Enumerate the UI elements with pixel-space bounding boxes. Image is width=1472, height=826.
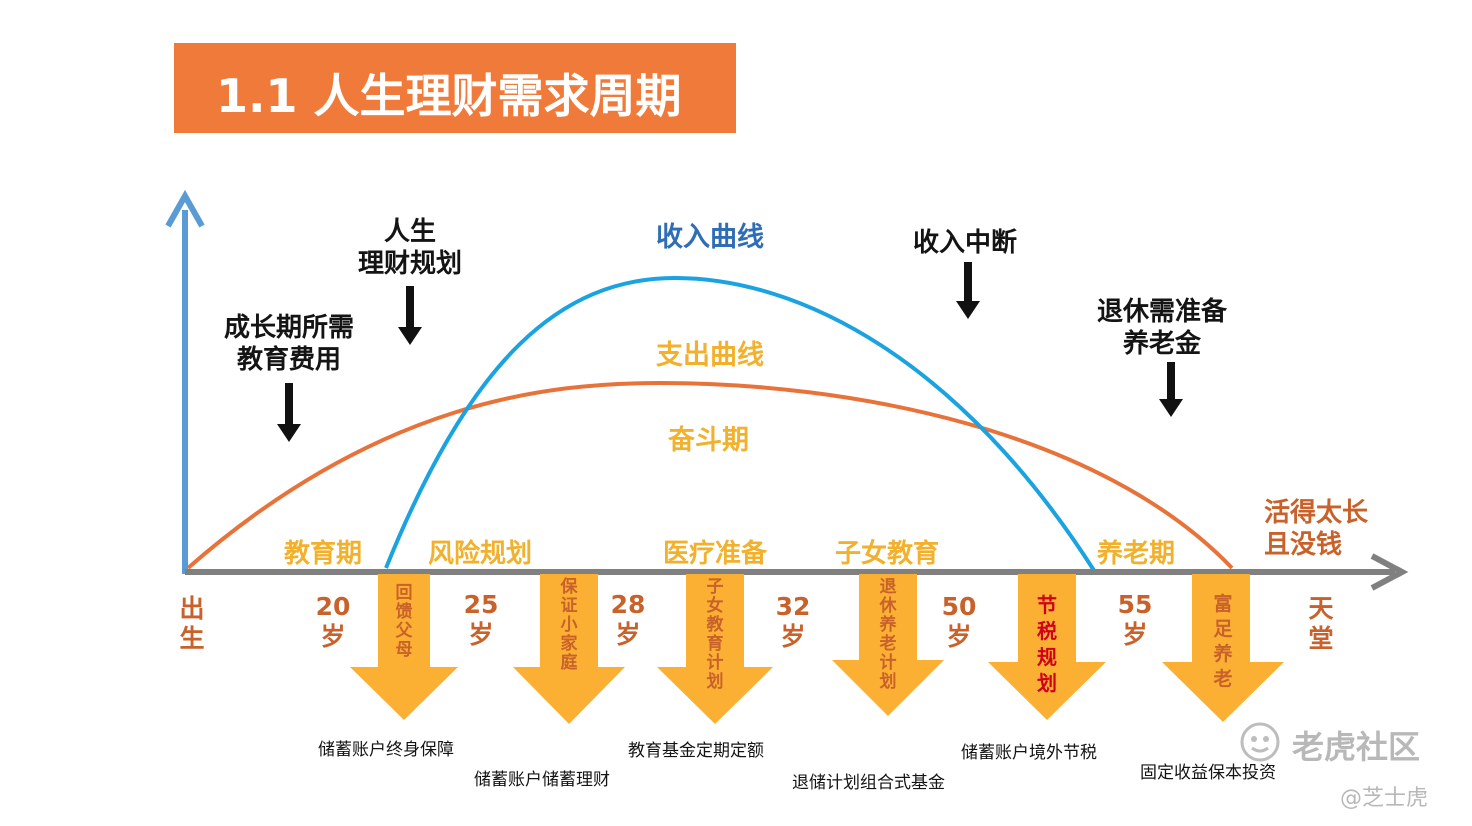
arrow-text-protect-family: 保证小家庭	[560, 577, 578, 673]
income-curve	[384, 275, 1097, 574]
watermark-handle: @芝士虎	[1340, 786, 1429, 811]
title-banner	[174, 43, 736, 133]
arrow-text-child-education: 子女教育计划	[706, 577, 724, 692]
arrow-text-repay-parents: 回馈父母	[395, 583, 413, 660]
phase-label: 子女教育	[835, 539, 940, 569]
age-label-55: 55 岁	[1117, 590, 1153, 649]
age-label-32: 32 岁	[775, 592, 811, 651]
arrow-caption: 储蓄账户终身保障	[318, 740, 454, 760]
y-axis-arrowhead	[165, 189, 205, 228]
expense-curve	[186, 380, 1234, 570]
down-arrow-growth	[277, 383, 301, 442]
phase-label: 教育期	[284, 539, 363, 569]
phase-label: 养老期	[1097, 539, 1176, 569]
arrow-caption: 储蓄账户储蓄理财	[474, 770, 610, 790]
watermark-brand: 老虎社区	[1292, 728, 1421, 766]
age-label-heaven: 天堂	[1308, 594, 1334, 653]
income-curve-label: 收入曲线	[656, 222, 764, 253]
life-planning-annotation: 人生 理财规划	[357, 217, 462, 279]
x-axis-arrowhead	[1370, 553, 1409, 591]
arrow-caption: 固定收益保本投资	[1140, 763, 1276, 783]
yellow-arrow-1	[350, 574, 458, 720]
yellow-arrow-6	[1162, 574, 1284, 722]
income-interrupt-annotation: 收入中断	[912, 228, 1017, 258]
age-label-birth: 出生	[179, 594, 205, 653]
live-too-long-annotation: 活得太长 且没钱	[1264, 498, 1369, 560]
down-arrow-life-planning	[398, 286, 422, 345]
retirement-prep-annotation: 退休需准备 养老金	[1096, 297, 1227, 359]
arrow-text-rich-retirement: 富足养老	[1213, 593, 1233, 690]
arrow-text-tax-planning: 节税规划	[1037, 593, 1057, 695]
expense-curve-label: 支出曲线	[656, 340, 764, 371]
yellow-arrow-3	[657, 574, 773, 724]
age-label-50: 50 岁	[941, 592, 977, 651]
phase-label: 医疗准备	[663, 539, 768, 569]
yellow-arrow-4	[832, 574, 944, 716]
phase-label: 风险规划	[428, 539, 533, 569]
arrow-text-retirement-plan: 退休养老计划	[879, 577, 897, 692]
arrow-caption: 教育基金定期定额	[628, 741, 764, 761]
age-label-20: 20 岁	[315, 592, 351, 651]
down-arrow-income-interrupt	[956, 262, 980, 319]
arrow-caption: 退储计划组合式基金	[792, 773, 945, 793]
down-arrow-retirement	[1159, 362, 1183, 417]
age-label-25: 25 岁	[463, 590, 499, 649]
yellow-arrow-5	[988, 574, 1106, 720]
struggle-period-label: 奋斗期	[668, 425, 749, 456]
page-title: 1.1 人生理财需求周期	[216, 69, 682, 123]
age-label-28: 28 岁	[610, 590, 646, 649]
yellow-arrow-2	[513, 574, 625, 724]
tiger-logo-icon	[1240, 722, 1280, 762]
growth-education-annotation: 成长期所需 教育费用	[223, 313, 354, 375]
arrow-caption: 储蓄账户境外节税	[961, 743, 1097, 763]
